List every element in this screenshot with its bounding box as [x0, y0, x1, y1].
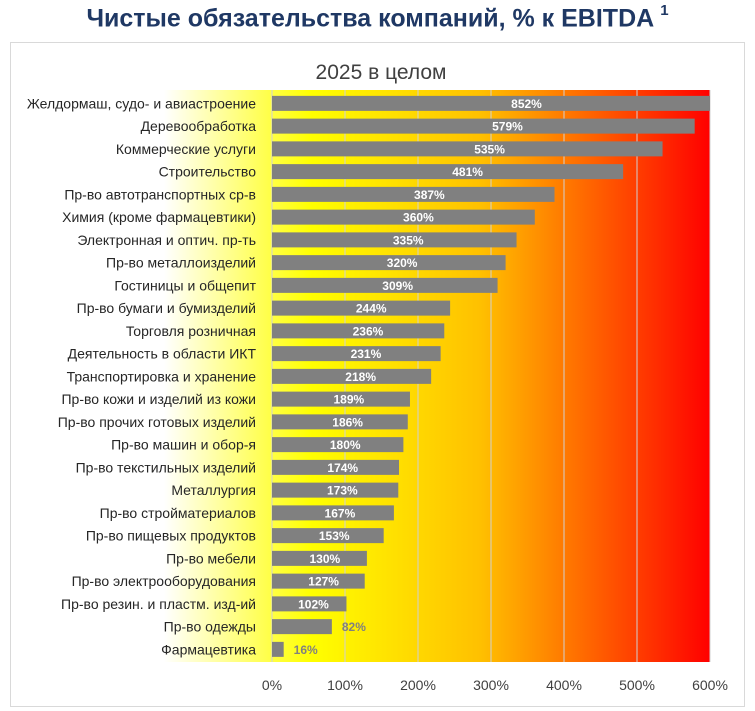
page-title-text: Чистые обязательства компаний, % к EBITD… [86, 4, 654, 33]
bar-24 [272, 641, 284, 657]
value-label-1: 579% [492, 120, 523, 134]
category-label-10: Торговля розничная [126, 323, 256, 339]
bar-12 [272, 368, 432, 384]
value-label-12: 218% [345, 370, 376, 384]
category-label-16: Пр-во текстильных изделий [76, 459, 256, 475]
bar-2 [272, 141, 663, 157]
page-title: Чистые обязательства компаний, % к EBITD… [0, 2, 755, 33]
x-tick-label-6: 600% [692, 677, 728, 693]
value-label-5: 360% [403, 211, 434, 225]
bar-11 [272, 346, 441, 362]
category-label-6: Электронная и оптич. пр-ть [77, 232, 256, 248]
category-label-15: Пр-во машин и обор-я [111, 437, 256, 453]
bar-5 [272, 209, 535, 225]
bar-16 [272, 459, 400, 475]
category-label-2: Коммерческие услуги [116, 141, 256, 157]
bar-13 [272, 391, 410, 407]
bar-14 [272, 414, 408, 430]
value-label-0: 852% [511, 97, 542, 111]
x-tick-label-3: 300% [473, 677, 509, 693]
x-tick-label-0: 0% [262, 677, 282, 693]
category-label-19: Пр-во пищевых продуктов [86, 528, 256, 544]
chart-title: 2025 в целом [316, 61, 447, 84]
x-tick-label-2: 200% [400, 677, 436, 693]
value-label-7: 320% [387, 256, 418, 270]
chart-background-gradient [164, 90, 710, 662]
value-label-9: 244% [356, 302, 387, 316]
bar-6 [272, 232, 517, 248]
category-label-22: Пр-во резин. и пластм. изд-ий [61, 596, 256, 612]
bar-10 [272, 323, 445, 339]
bars [272, 95, 710, 657]
value-label-13: 189% [334, 393, 365, 407]
value-label-4: 387% [414, 188, 445, 202]
value-label-3: 481% [452, 165, 483, 179]
bar-18 [272, 505, 394, 521]
bar-21 [272, 573, 365, 589]
category-label-8: Гостиницы и общепит [114, 277, 256, 293]
value-label-11: 231% [351, 347, 382, 361]
bar-0 [272, 95, 710, 111]
value-label-2: 535% [474, 142, 505, 156]
category-label-12: Транспортировка и хранение [67, 368, 257, 384]
category-label-13: Пр-во кожи и изделий из кожи [61, 391, 256, 407]
value-label-8: 309% [382, 279, 413, 293]
value-label-24: 16% [294, 643, 318, 657]
bar-17 [272, 482, 399, 498]
value-label-22: 102% [298, 597, 329, 611]
value-label-14: 186% [332, 415, 363, 429]
value-label-17: 173% [327, 484, 358, 498]
x-axis-ticks: 0% 100% 200% 300% 400% 500% 600% [262, 677, 728, 693]
category-label-17: Металлургия [171, 482, 256, 498]
value-label-19: 153% [319, 529, 350, 543]
value-label-20: 130% [310, 552, 341, 566]
category-label-3: Строительство [159, 164, 257, 180]
value-labels: 852% 579% 535% 481% 387% 360% 335% 320% 309% 244%… [294, 97, 542, 657]
category-label-20: Пр-во мебели [166, 550, 256, 566]
category-labels: Желдормаш, судо- и авиастроение Деревообр… [27, 95, 257, 657]
value-label-15: 180% [330, 438, 361, 452]
bar-23 [272, 619, 332, 635]
category-label-14: Пр-во прочих готовых изделий [58, 414, 256, 430]
value-label-6: 335% [393, 233, 424, 247]
category-label-4: Пр-во автотранспортных ср-в [64, 186, 256, 202]
value-label-16: 174% [327, 461, 358, 475]
x-tick-label-4: 400% [546, 677, 582, 693]
category-label-7: Пр-во металлоизделий [106, 255, 256, 271]
x-tick-label-5: 500% [619, 677, 655, 693]
value-label-23: 82% [342, 620, 366, 634]
value-label-21: 127% [308, 575, 339, 589]
category-label-21: Пр-во электрооборудования [72, 573, 256, 589]
category-label-1: Деревообработка [141, 118, 257, 134]
bar-20 [272, 550, 367, 566]
bar-8 [272, 277, 498, 293]
bar-22 [272, 596, 347, 612]
category-label-9: Пр-во бумаги и бумизделий [77, 300, 256, 316]
category-label-5: Химия (кроме фармацевтики) [62, 209, 256, 225]
bar-1 [272, 118, 695, 134]
bar-4 [272, 186, 555, 202]
category-label-24: Фармацевтика [161, 641, 256, 657]
value-label-18: 167% [325, 506, 356, 520]
x-tick-label-1: 100% [327, 677, 363, 693]
bar-3 [272, 164, 624, 180]
bar-19 [272, 528, 384, 544]
title-footnote: 1 [660, 2, 669, 19]
category-label-0: Желдормаш, судо- и авиастроение [27, 95, 256, 111]
category-label-18: Пр-во стройматериалов [100, 505, 256, 521]
category-label-11: Деятельность в области ИКТ [68, 346, 257, 362]
category-label-23: Пр-во одежды [164, 619, 256, 635]
bar-7 [272, 255, 506, 271]
value-label-10: 236% [353, 324, 384, 338]
bar-9 [272, 300, 451, 316]
bar-15 [272, 437, 404, 453]
